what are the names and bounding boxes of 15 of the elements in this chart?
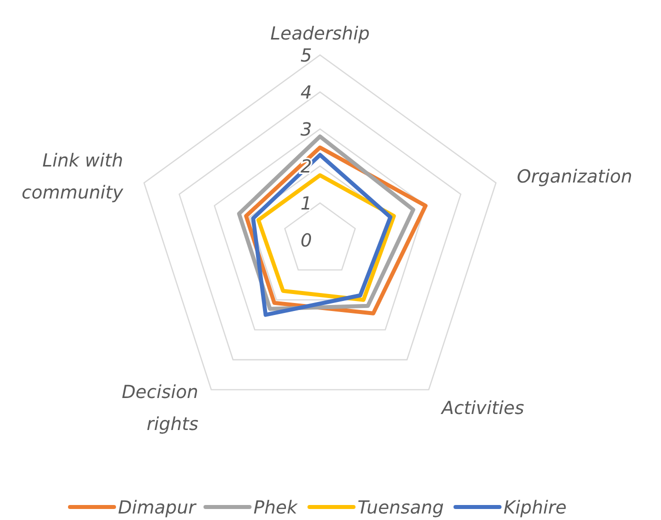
legend-label: Kiphire bbox=[504, 497, 567, 518]
y-tick-label: 1 bbox=[300, 193, 312, 214]
legend-label: Dimapur bbox=[118, 497, 198, 518]
spoke-label: Organization bbox=[516, 166, 632, 188]
spoke-label: Link with community bbox=[22, 150, 124, 204]
legend-label: Tuensang bbox=[358, 497, 444, 518]
y-tick-label: 2 bbox=[300, 156, 312, 178]
y-tick-label: 5 bbox=[300, 45, 312, 66]
spoke-label: Leadership bbox=[270, 23, 370, 44]
y-tick-label: 4 bbox=[300, 82, 312, 104]
y-tick-label: 0 bbox=[300, 230, 312, 252]
spoke-label: Decision rights bbox=[122, 382, 198, 435]
spoke-label: Activities bbox=[440, 398, 524, 419]
legend-label: Phek bbox=[254, 497, 299, 518]
y-tick-label: 3 bbox=[300, 119, 312, 140]
